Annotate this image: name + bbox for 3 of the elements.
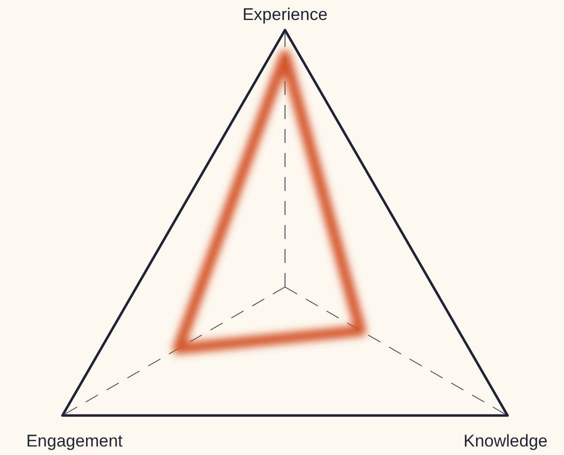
spoke-label: Knowledge	[464, 432, 548, 450]
spoke-label: Experience	[242, 5, 328, 24]
spoke-label: Engagement	[26, 432, 123, 450]
